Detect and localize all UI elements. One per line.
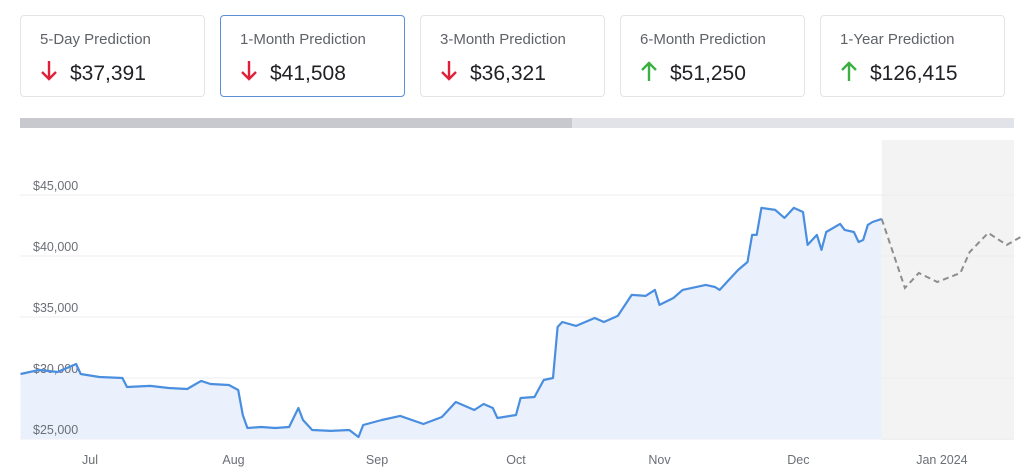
prediction-value-row: $126,415: [840, 60, 958, 88]
prediction-label: 6-Month Prediction: [640, 31, 766, 48]
history-area: [20, 207, 882, 439]
y-tick-label: $45,000: [33, 179, 78, 193]
prediction-card[interactable]: 1-Year Prediction $126,415: [820, 15, 1005, 97]
x-tick-label: Jan 2024: [916, 453, 967, 467]
prediction-value: $41,508: [270, 62, 346, 85]
forecast-region: [881, 140, 1014, 440]
prediction-label: 1-Month Prediction: [240, 31, 366, 48]
arrow-up-icon: [640, 60, 658, 88]
prediction-label: 1-Year Prediction: [840, 31, 955, 48]
x-tick-label: Nov: [648, 453, 671, 467]
x-tick-label: Jul: [82, 453, 98, 467]
prediction-label: 3-Month Prediction: [440, 31, 566, 48]
prediction-card[interactable]: 3-Month Prediction $36,321: [420, 15, 605, 97]
prediction-card[interactable]: 5-Day Prediction $37,391: [20, 15, 205, 97]
prediction-card[interactable]: 1-Month Prediction $41,508: [220, 15, 405, 97]
y-tick-label: $30,000: [33, 362, 78, 376]
prediction-value-row: $41,508: [240, 60, 346, 88]
arrow-up-icon: [840, 60, 858, 88]
prediction-value-row: $36,321: [440, 60, 546, 88]
prediction-value: $37,391: [70, 62, 146, 85]
forecast-line: [880, 218, 1022, 290]
arrow-down-icon: [240, 60, 258, 88]
prediction-value: $126,415: [870, 62, 958, 85]
y-tick-label: $25,000: [33, 423, 78, 437]
prediction-value-row: $51,250: [640, 60, 746, 88]
y-tick-label: $40,000: [33, 240, 78, 254]
y-tick-label: $35,000: [33, 301, 78, 315]
prediction-card[interactable]: 6-Month Prediction $51,250: [620, 15, 805, 97]
prediction-value: $36,321: [470, 62, 546, 85]
x-tick-label: Sep: [366, 453, 388, 467]
history-line: [20, 206, 883, 439]
prediction-value: $51,250: [670, 62, 746, 85]
x-tick-label: Aug: [222, 453, 244, 467]
arrow-down-icon: [40, 60, 58, 88]
price-chart: $45,000 $40,000 $35,000 $30,000 $25,000 Jul Au…: [20, 140, 1022, 467]
x-tick-label: Oct: [506, 453, 526, 467]
chart-scrollbar[interactable]: [20, 118, 1014, 128]
prediction-label: 5-Day Prediction: [40, 31, 151, 48]
prediction-value-row: $37,391: [40, 60, 146, 88]
arrow-down-icon: [440, 60, 458, 88]
scrollbar-thumb[interactable]: [20, 118, 572, 128]
x-tick-label: Dec: [787, 453, 809, 467]
